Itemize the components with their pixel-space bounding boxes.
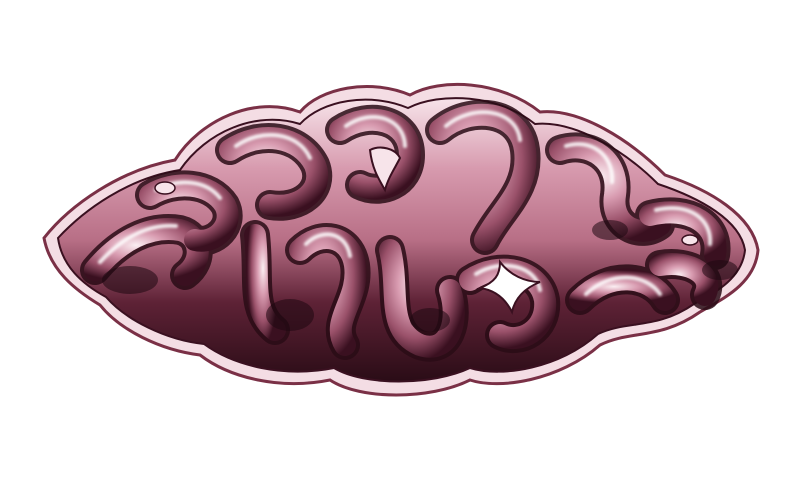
shadow-pools xyxy=(102,220,738,332)
cutout-shapes xyxy=(154,146,699,315)
letter-tubes xyxy=(80,99,731,362)
